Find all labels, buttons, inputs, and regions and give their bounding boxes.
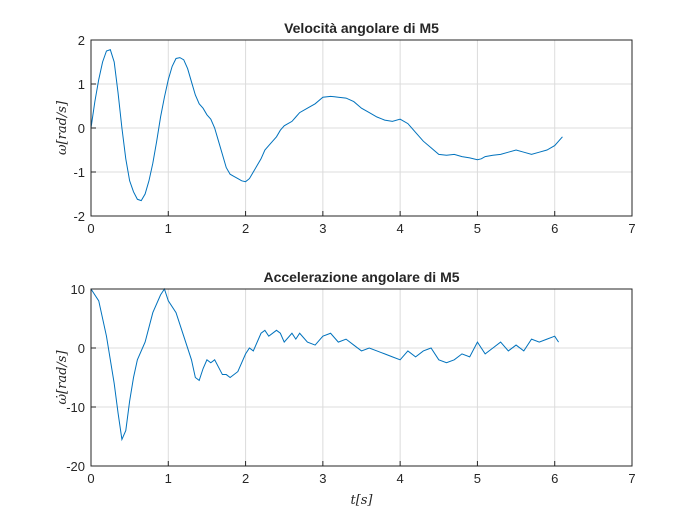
- velocity-x-ticks: 0 1 2 3 4 5 6 7: [87, 211, 636, 236]
- acceleration-y-tick-label: -10: [66, 400, 85, 415]
- acceleration-x-tick-label: 6: [551, 471, 558, 486]
- velocity-y-tick-label: -2: [73, 209, 85, 224]
- velocity-x-tick-label: 5: [474, 221, 481, 236]
- velocity-y-ticks: -2 -1 0 1 2: [73, 33, 96, 224]
- velocity-y-tick-label: 0: [78, 121, 85, 136]
- acceleration-x-tick-label: 3: [319, 471, 326, 486]
- acceleration-y-tick-label: 0: [78, 341, 85, 356]
- acceleration-x-tick-label: 4: [397, 471, 404, 486]
- acceleration-x-ticks: 0 1 2 3 4 5 6 7: [87, 461, 636, 486]
- acceleration-series-line: [90, 287, 559, 442]
- acceleration-x-tick-label: 0: [87, 471, 94, 486]
- velocity-x-tick-label: 0: [87, 221, 94, 236]
- velocity-x-tick-label: 4: [397, 221, 404, 236]
- velocity-chart-title: Velocità angolare di M5: [284, 20, 439, 36]
- velocity-y-tick-label: 2: [78, 33, 85, 48]
- acceleration-y-axis-label: ω̇[rad/s]: [55, 350, 70, 405]
- acceleration-grid: [90, 288, 633, 467]
- acceleration-y-ticks: -20 -10 0 10: [66, 282, 96, 474]
- time-x-axis-label: t[s]: [350, 493, 373, 508]
- velocity-x-tick-label: 1: [165, 221, 172, 236]
- acceleration-x-tick-label: 2: [242, 471, 249, 486]
- acceleration-y-tick-label: -20: [66, 459, 85, 474]
- velocity-y-tick-label: 1: [78, 77, 85, 92]
- acceleration-x-tick-label: 1: [165, 471, 172, 486]
- acceleration-axes: 0 1 2 3 4 5 6 7 -20 -10 0 10 Accelerazione angolar…: [55, 269, 636, 508]
- velocity-x-tick-label: 2: [242, 221, 249, 236]
- acceleration-x-tick-label: 5: [474, 471, 481, 486]
- velocity-y-axis-label: ω[rad/s]: [55, 100, 70, 155]
- acceleration-axes-frame: [90, 288, 633, 467]
- acceleration-chart-title: Accelerazione angolare di M5: [263, 269, 459, 285]
- velocity-x-tick-label: 3: [319, 221, 326, 236]
- velocity-axes: 0 1 2 3 4 5 6 7 -2 -1 0 1 2 Velocità angolare di M5…: [55, 20, 636, 236]
- velocity-y-tick-label: -1: [73, 165, 85, 180]
- acceleration-y-tick-label: 10: [71, 282, 85, 297]
- velocity-series-line: [90, 49, 563, 202]
- acceleration-x-tick-label: 7: [628, 471, 635, 486]
- velocity-x-tick-label: 6: [551, 221, 558, 236]
- velocity-x-tick-label: 7: [628, 221, 635, 236]
